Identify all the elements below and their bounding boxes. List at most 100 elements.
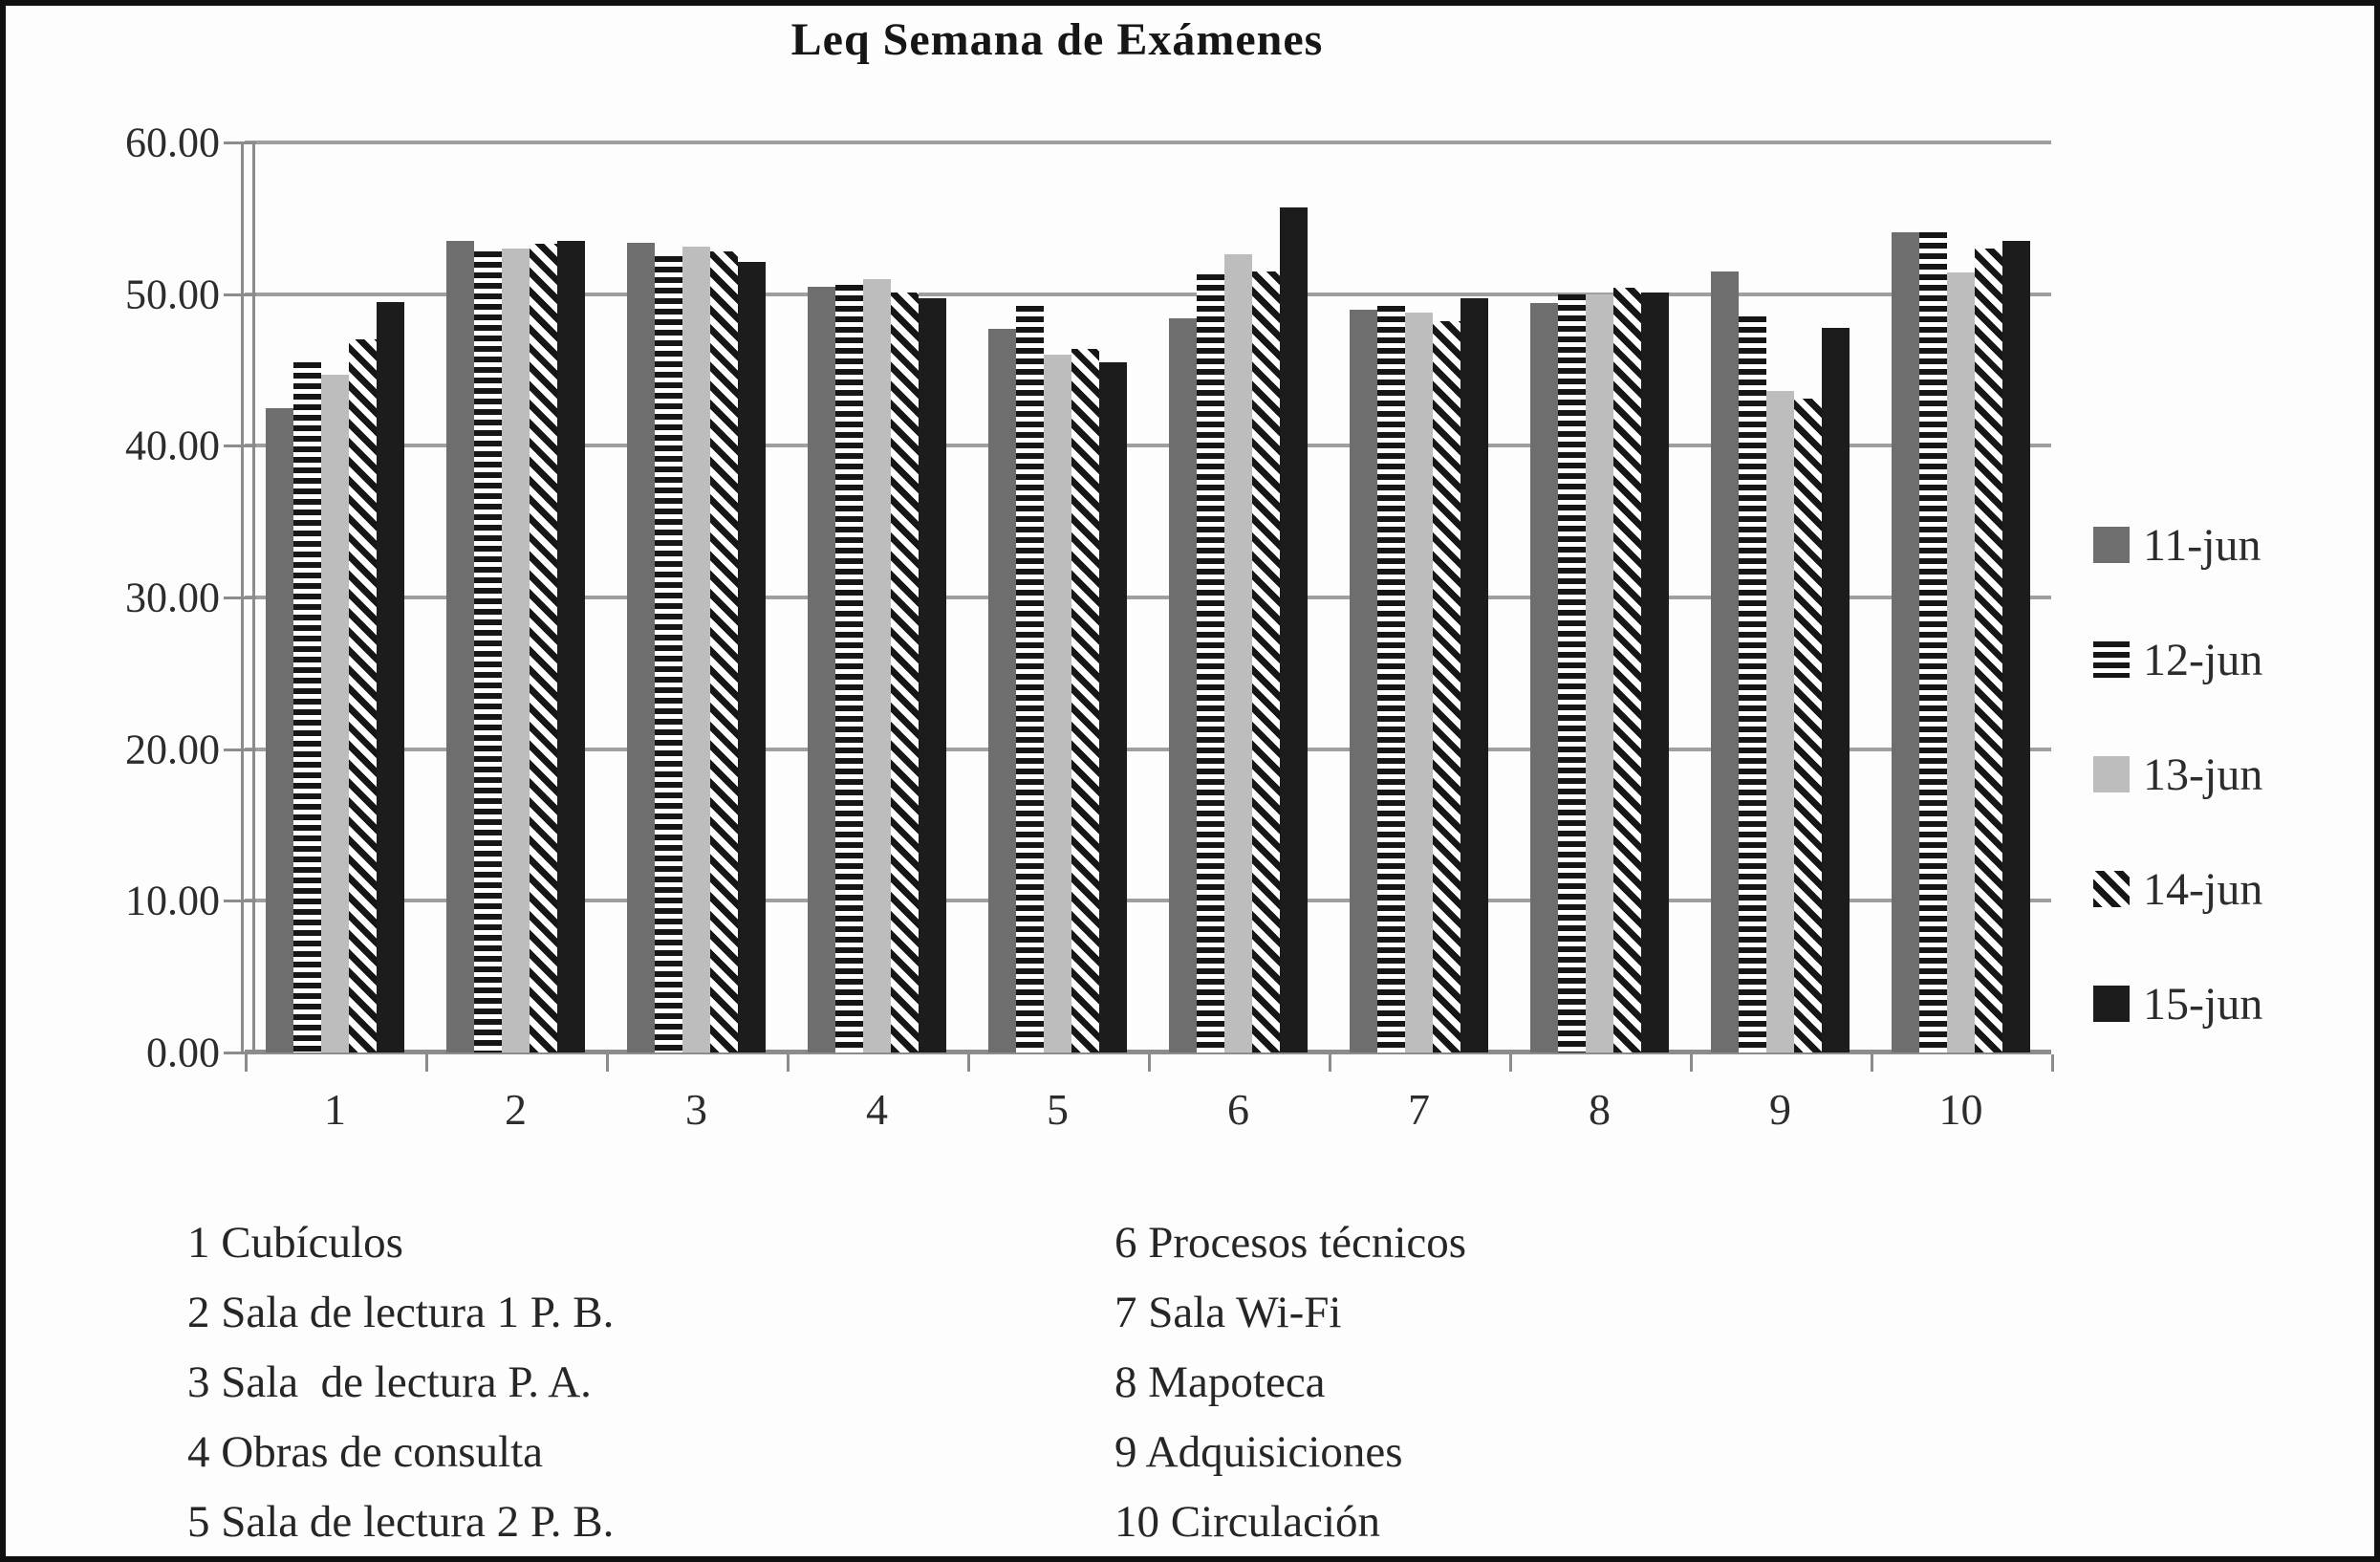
bar-12-jun-cat4 [835,285,863,1052]
x-tick-9 [1871,1054,1873,1072]
legend-label-13-jun: 13-jun [2143,748,2263,800]
bar-13-jun-cat7 [1405,312,1433,1052]
bar-11-jun-cat4 [808,286,835,1052]
legend-label-15-jun: 15-jun [2143,978,2263,1030]
bar-14-jun-cat3 [710,251,738,1052]
category-key-right: 6 Procesos técnicos 7 Sala Wi-Fi 8 Mapotec… [1114,1208,1467,1556]
legend-swatch-solid-light-gray [2093,756,2130,792]
bar-14-jun-cat1 [349,339,377,1052]
bar-12-jun-cat3 [655,256,682,1052]
x-tick-4 [967,1054,970,1072]
bar-11-jun-cat8 [1530,303,1558,1052]
bar-14-jun-cat5 [1071,348,1099,1052]
y-tick-40 [224,445,256,448]
y-axis-labels: 60.00 50.00 40.00 30.00 20.00 10.00 0.00 [6,119,220,1076]
x-axis-label-4: 4 [866,1085,888,1134]
x-axis-label-1: 1 [324,1085,346,1134]
category-key-left: 1 Cubículos 2 Sala de lectura 1 P. B. 3 Sa… [187,1208,615,1556]
bar-13-jun-cat10 [1947,272,1975,1052]
x-tick-7 [1509,1054,1512,1072]
bar-13-jun-cat9 [1766,391,1794,1052]
legend-item-11-jun: 11-jun [2093,517,2262,573]
y-axis-label-60.00: 60.00 [125,119,220,166]
y-axis-label-0.00: 0.00 [146,1029,220,1076]
bar-13-jun-cat3 [682,247,710,1052]
bar-13-jun-cat5 [1044,355,1071,1052]
bar-15-jun-cat1 [377,301,404,1052]
bar-14-jun-cat7 [1433,321,1460,1052]
x-axis-label-10: 10 [1938,1085,1983,1134]
category-key-item: 3 Sala de lectura P. A. [187,1357,592,1407]
bar-15-jun-cat3 [738,262,766,1052]
bar-group-2 [425,142,606,1052]
category-key-item: 10 Circulación [1114,1497,1381,1547]
x-axis-label-3: 3 [685,1085,707,1134]
y-axis-label-30.00: 30.00 [125,574,220,621]
category-key-item: 1 Cubículos [187,1218,403,1268]
bar-11-jun-cat6 [1169,318,1197,1052]
bar-15-jun-cat10 [2002,241,2030,1052]
gridline-60 [245,141,2051,144]
category-key-item: 2 Sala de lectura 1 P. B. [187,1288,615,1337]
legend-swatch-solid-dark-gray [2093,527,2130,563]
x-tick-10 [2051,1054,2054,1072]
bar-11-jun-cat2 [446,241,474,1052]
bar-group-5 [967,142,1148,1052]
bar-12-jun-cat9 [1739,316,1766,1052]
y-axis-label-50.00: 50.00 [125,271,220,318]
gridline-40 [245,444,2051,448]
x-axis-label-8: 8 [1589,1085,1611,1134]
bar-15-jun-cat5 [1099,362,1127,1052]
bar-group-3 [606,142,787,1052]
bar-13-jun-cat2 [502,249,530,1052]
x-tick-1 [425,1054,428,1072]
x-tick-2 [606,1054,609,1072]
bar-12-jun-cat5 [1016,306,1044,1052]
bar-12-jun-cat2 [474,251,502,1052]
category-key-item: 7 Sala Wi-Fi [1114,1288,1342,1337]
x-axis-label-5: 5 [1047,1085,1069,1134]
x-tick-8 [1690,1054,1693,1072]
legend-swatch-solid-black [2093,986,2130,1022]
x-axis-label-6: 6 [1227,1085,1249,1134]
bar-13-jun-cat1 [321,374,349,1052]
x-axis-label-7: 7 [1408,1085,1430,1134]
category-key-item: 6 Procesos técnicos [1114,1218,1467,1268]
category-key-item: 8 Mapoteca [1114,1357,1326,1407]
legend-label-11-jun: 11-jun [2143,519,2261,571]
legend-swatch-horizontal-stripes [2093,641,2130,678]
bar-14-jun-cat4 [891,293,919,1052]
bar-group-10 [1871,142,2051,1052]
y-tick-10 [224,900,256,903]
bar-14-jun-cat6 [1252,271,1280,1052]
x-tick-6 [1329,1054,1331,1072]
gridline-30 [245,596,2051,599]
x-tick-5 [1148,1054,1151,1072]
x-axis-label-9: 9 [1769,1085,1791,1134]
bar-14-jun-cat2 [530,244,557,1052]
legend-item-13-jun: 13-jun [2093,747,2262,802]
bar-group-6 [1148,142,1329,1052]
bar-group-1 [245,142,425,1052]
x-tick-0 [245,1054,248,1072]
y-tick-20 [224,748,256,751]
x-tick-3 [787,1054,790,1072]
bar-14-jun-cat9 [1794,399,1822,1052]
y-axis-label-20.00: 20.00 [125,726,220,773]
gridline-10 [245,899,2051,903]
legend-item-14-jun: 14-jun [2093,861,2262,917]
y-tick-0 [224,1052,256,1054]
bar-12-jun-cat8 [1558,293,1586,1052]
bar-13-jun-cat6 [1224,254,1252,1052]
bar-group-8 [1509,142,1690,1052]
bar-15-jun-cat4 [919,298,946,1052]
legend-label-14-jun: 14-jun [2143,863,2263,915]
bar-15-jun-cat6 [1280,207,1308,1052]
bar-12-jun-cat1 [293,362,321,1052]
legend: 11-jun 12-jun 13-jun 14-jun 15-jun [2093,517,2262,1091]
bar-group-9 [1690,142,1871,1052]
bar-15-jun-cat9 [1822,327,1850,1052]
bar-11-jun-cat7 [1350,309,1377,1052]
bar-11-jun-cat10 [1892,231,1919,1052]
gridline-50 [245,292,2051,296]
